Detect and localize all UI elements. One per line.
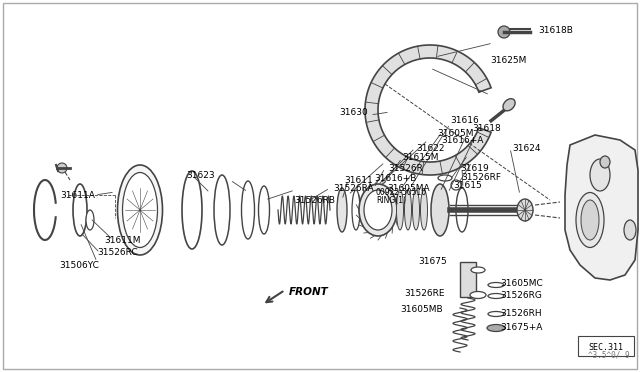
Text: 31615: 31615 bbox=[453, 180, 482, 189]
Text: 31611A: 31611A bbox=[60, 190, 95, 199]
Ellipse shape bbox=[397, 190, 403, 230]
Text: SEC.311: SEC.311 bbox=[589, 343, 623, 352]
Text: 31616: 31616 bbox=[450, 115, 479, 125]
Ellipse shape bbox=[420, 190, 428, 230]
Ellipse shape bbox=[488, 282, 504, 288]
Text: ^3.5^0/ 9: ^3.5^0/ 9 bbox=[588, 351, 630, 360]
Text: 31526RH: 31526RH bbox=[500, 308, 541, 317]
Text: 31605MB: 31605MB bbox=[401, 305, 443, 314]
Text: 31616+A: 31616+A bbox=[441, 135, 483, 144]
Text: 31526RG: 31526RG bbox=[500, 292, 542, 301]
Ellipse shape bbox=[182, 171, 202, 249]
Ellipse shape bbox=[488, 294, 504, 298]
Ellipse shape bbox=[359, 184, 397, 236]
Ellipse shape bbox=[241, 181, 255, 239]
PathPatch shape bbox=[365, 45, 491, 175]
Text: 31526R: 31526R bbox=[388, 164, 423, 173]
Ellipse shape bbox=[581, 200, 599, 240]
Text: 31622: 31622 bbox=[416, 144, 445, 153]
Circle shape bbox=[498, 26, 510, 38]
Ellipse shape bbox=[503, 99, 515, 111]
Text: 31618B: 31618B bbox=[538, 26, 573, 35]
Text: 00922-50510: 00922-50510 bbox=[376, 187, 427, 196]
Ellipse shape bbox=[576, 192, 604, 247]
Bar bbox=[460, 262, 476, 297]
FancyBboxPatch shape bbox=[578, 336, 634, 356]
Text: 31611: 31611 bbox=[344, 176, 372, 185]
Ellipse shape bbox=[517, 199, 533, 221]
Ellipse shape bbox=[122, 173, 157, 247]
Text: RING(1): RING(1) bbox=[376, 196, 406, 205]
Text: 31616+B: 31616+B bbox=[374, 173, 417, 183]
Text: 31619: 31619 bbox=[460, 164, 489, 173]
Text: 31618: 31618 bbox=[472, 124, 500, 132]
Ellipse shape bbox=[214, 175, 230, 245]
Ellipse shape bbox=[600, 156, 610, 168]
Ellipse shape bbox=[118, 165, 163, 255]
Polygon shape bbox=[565, 135, 638, 280]
Text: 31605M: 31605M bbox=[437, 128, 474, 138]
Circle shape bbox=[451, 180, 461, 190]
Ellipse shape bbox=[438, 175, 452, 181]
Ellipse shape bbox=[456, 188, 468, 232]
Ellipse shape bbox=[404, 190, 412, 230]
Ellipse shape bbox=[364, 190, 392, 230]
Text: FRONT: FRONT bbox=[289, 287, 329, 297]
Text: 31506YC: 31506YC bbox=[59, 260, 99, 269]
Ellipse shape bbox=[337, 188, 347, 232]
Ellipse shape bbox=[259, 186, 269, 234]
Circle shape bbox=[57, 163, 67, 173]
Text: 31526RB: 31526RB bbox=[294, 196, 335, 205]
Ellipse shape bbox=[352, 190, 360, 230]
Text: 31675: 31675 bbox=[419, 257, 447, 266]
Text: 31526RA: 31526RA bbox=[333, 183, 374, 192]
Ellipse shape bbox=[470, 292, 486, 298]
Ellipse shape bbox=[413, 190, 419, 230]
Text: 31526RE: 31526RE bbox=[404, 289, 445, 298]
Text: 31605MC: 31605MC bbox=[500, 279, 543, 289]
Ellipse shape bbox=[590, 159, 610, 191]
Text: 31526RF: 31526RF bbox=[461, 173, 501, 182]
Text: 31623: 31623 bbox=[186, 170, 214, 180]
Ellipse shape bbox=[488, 311, 504, 317]
Ellipse shape bbox=[471, 267, 485, 273]
Ellipse shape bbox=[487, 324, 505, 331]
Text: 31624: 31624 bbox=[512, 144, 541, 153]
Ellipse shape bbox=[73, 184, 87, 236]
Text: 31526RC: 31526RC bbox=[97, 247, 138, 257]
Text: 31611M: 31611M bbox=[104, 235, 141, 244]
Text: 31615M: 31615M bbox=[402, 153, 438, 161]
Ellipse shape bbox=[86, 210, 94, 230]
Ellipse shape bbox=[624, 220, 636, 240]
Text: 31605MA: 31605MA bbox=[387, 183, 429, 192]
Text: 31630: 31630 bbox=[339, 108, 368, 116]
Text: 31625M: 31625M bbox=[490, 55, 526, 64]
Text: 31675+A: 31675+A bbox=[500, 323, 542, 331]
Ellipse shape bbox=[431, 184, 449, 236]
